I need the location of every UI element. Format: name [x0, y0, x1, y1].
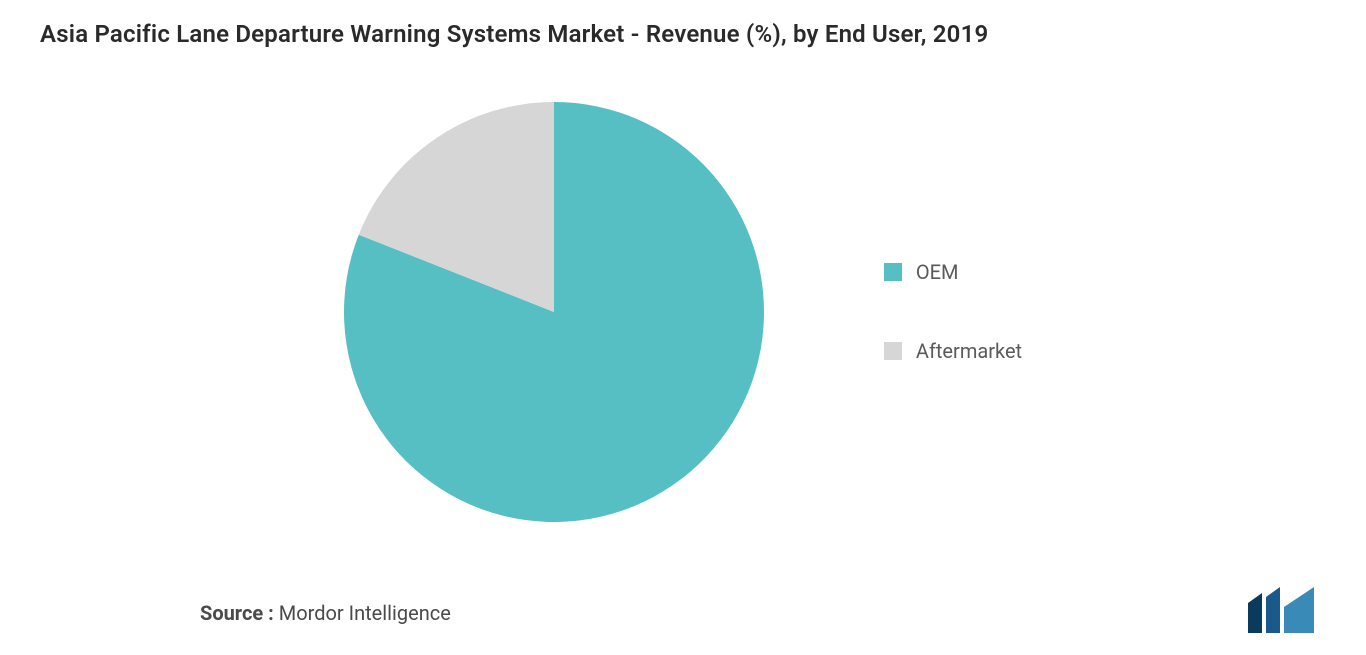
legend-label: Aftermarket: [916, 339, 1022, 363]
logo-bar-1: [1248, 593, 1262, 633]
legend: OEM Aftermarket: [884, 260, 1022, 363]
source-prefix: Source :: [200, 601, 274, 625]
source-name: Mordor Intelligence: [279, 601, 451, 625]
chart-title: Asia Pacific Lane Departure Warning Syst…: [40, 20, 1326, 48]
mordor-logo-icon: [1246, 585, 1316, 635]
pie-chart-wrapper: [344, 102, 764, 522]
legend-label: OEM: [916, 260, 959, 284]
logo-bar-2: [1266, 587, 1280, 633]
source-attribution: Source : Mordor Intelligence: [200, 601, 451, 625]
legend-item-aftermarket: Aftermarket: [884, 339, 1022, 363]
legend-swatch: [884, 263, 902, 281]
pie-chart: [344, 102, 764, 522]
legend-swatch: [884, 342, 902, 360]
chart-container: Asia Pacific Lane Departure Warning Syst…: [0, 0, 1366, 655]
chart-body: OEM Aftermarket: [40, 68, 1326, 635]
legend-item-oem: OEM: [884, 260, 1022, 284]
logo-bar-3: [1284, 587, 1314, 633]
